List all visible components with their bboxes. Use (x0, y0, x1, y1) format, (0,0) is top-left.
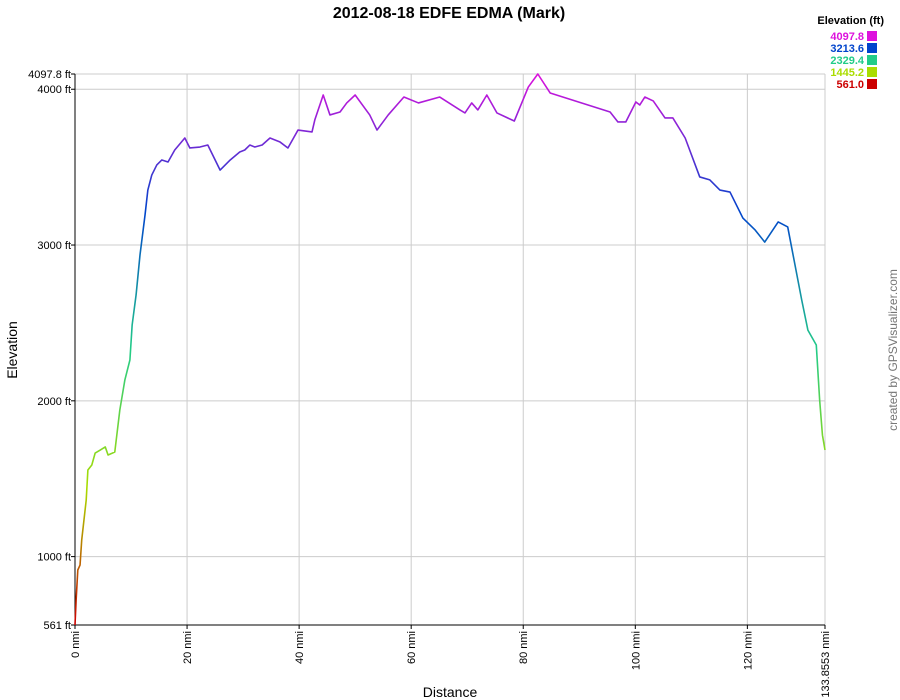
y-tick-label: 561 ft (43, 620, 71, 632)
y-tick-label: 4097.8 ft (28, 69, 71, 81)
x-tick-label: 80 nmi (518, 631, 530, 664)
legend-label: 1445.2 (830, 67, 864, 79)
legend-swatch (867, 43, 877, 53)
x-tick-label: 100 nmi (630, 631, 642, 670)
legend-label: 4097.8 (830, 31, 864, 43)
credit: created by GPSVisualizer.com (886, 269, 900, 431)
y-tick-label: 2000 ft (37, 396, 71, 408)
x-axis-label: Distance (423, 684, 478, 700)
legend-label: 561.0 (836, 79, 864, 91)
x-tick-label: 0 nmi (70, 631, 82, 658)
x-tick-label: 40 nmi (294, 631, 306, 664)
legend-label: 2329.4 (830, 55, 865, 67)
y-axis-label: Elevation (4, 321, 20, 379)
chart-title: 2012-08-18 EDFE EDMA (Mark) (333, 5, 565, 22)
legend-swatch (867, 55, 877, 65)
legend-label: 3213.6 (830, 43, 864, 55)
y-tick-label: 4000 ft (37, 84, 71, 96)
legend-swatch (867, 67, 877, 77)
legend-swatch (867, 31, 877, 41)
y-tick-label: 3000 ft (37, 240, 71, 252)
legend-swatch (867, 79, 877, 89)
y-tick-label: 1000 ft (37, 552, 71, 564)
x-tick-label: 120 nmi (742, 631, 754, 670)
x-tick-label: 133.8553 nmi (820, 631, 832, 698)
legend-title: Elevation (ft) (817, 15, 884, 27)
x-tick-label: 20 nmi (182, 631, 194, 664)
elevation-line (74, 73, 826, 626)
x-tick-label: 60 nmi (406, 631, 418, 664)
